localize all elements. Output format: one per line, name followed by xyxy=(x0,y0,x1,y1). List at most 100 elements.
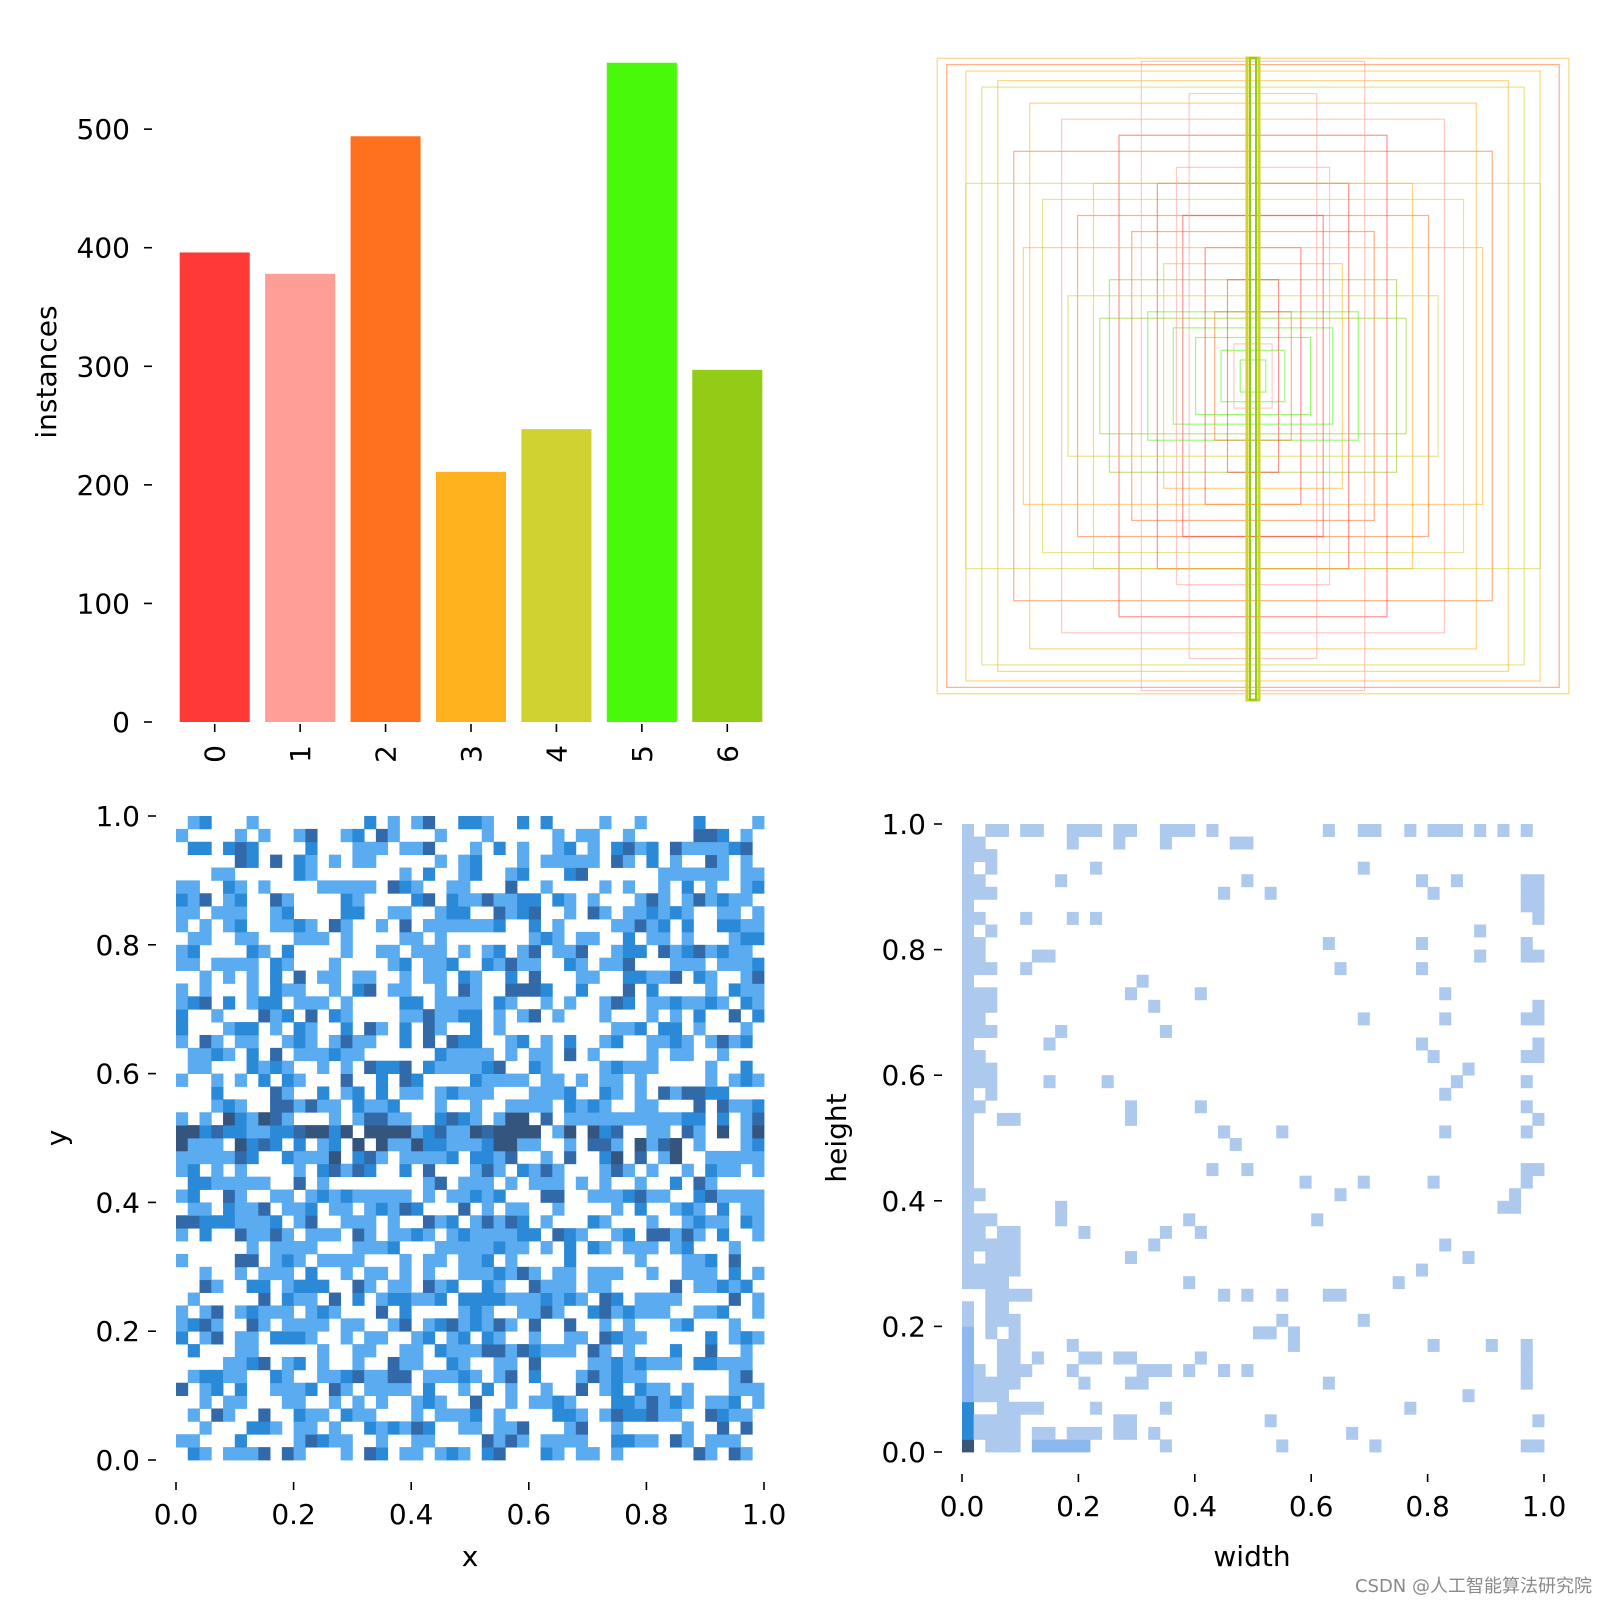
xy-heatmap-cell xyxy=(246,1060,259,1074)
xy-heatmap-cell xyxy=(646,1356,659,1371)
xy-heatmap-cell xyxy=(564,1395,577,1409)
xy-heatmap-cell xyxy=(517,906,530,920)
xy-heatmap-cell xyxy=(599,1318,612,1332)
xy-heatmap-cell xyxy=(293,996,306,1010)
xy-heatmap-cell xyxy=(752,957,765,971)
xy-heatmap-cell xyxy=(387,1202,400,1216)
xy-heatmap-cell xyxy=(187,893,200,907)
xy-heatmap-cell xyxy=(622,1369,636,1384)
wh-heatmap-cell xyxy=(962,1376,975,1390)
wh-heatmap-cell xyxy=(985,1276,998,1290)
xy-heatmap-cell xyxy=(493,1228,506,1242)
xy-heatmap-cell xyxy=(705,880,718,894)
xy-heatmap-cell xyxy=(681,893,694,907)
xy-heatmap-cell xyxy=(270,996,283,1010)
xy-heatmap-cell xyxy=(658,1125,671,1139)
xy-heatmap-cell xyxy=(481,1047,494,1062)
xy-heatmap-cell xyxy=(187,1150,200,1165)
xy-heatmap-cell xyxy=(528,1125,541,1139)
xy-heatmap-cell xyxy=(223,1176,236,1190)
wh-heatmap-cell xyxy=(1008,1338,1021,1352)
wh-heatmap-cell xyxy=(1206,824,1219,837)
wh-heatmap-cell xyxy=(962,1326,975,1340)
wh-heatmap-cell xyxy=(1229,1138,1242,1151)
xy-heatmap-cell xyxy=(434,1112,447,1126)
xy-heatmap-cell xyxy=(693,1176,706,1190)
xy-heatmap-cell xyxy=(552,1305,565,1319)
xy-heatmap-cell xyxy=(293,1331,306,1345)
wh-heatmap-cell xyxy=(1532,1439,1545,1453)
xy-heatmap-cell xyxy=(281,1228,294,1242)
xy-heatmap-cell xyxy=(540,1150,553,1165)
xy-heatmap-cell xyxy=(223,841,236,856)
xy-heatmap-cell xyxy=(705,828,718,843)
xy-heatmap-cell xyxy=(740,841,753,856)
box-outline xyxy=(1172,327,1334,425)
xy-heatmap-cell xyxy=(540,983,553,997)
xy-heatmap-cell xyxy=(446,893,459,907)
xy-heatmap-cell xyxy=(728,1408,741,1422)
xy-heatmap-cell xyxy=(211,1163,224,1178)
xy-heatmap-cell xyxy=(387,957,400,971)
wh-heatmap-cell xyxy=(1078,824,1091,837)
xy-heatmap-cell xyxy=(564,841,577,856)
wh-heatmap-cell xyxy=(973,962,986,976)
wh-heatmap-cell xyxy=(973,874,986,888)
xy-heatmap-cell xyxy=(375,828,389,843)
wh-heatmap-cell xyxy=(1520,874,1533,888)
wh-heatmap-cell xyxy=(962,1401,975,1415)
box-outline xyxy=(1245,56,1261,702)
wh-heatmap-cell xyxy=(962,1200,975,1214)
xy-heatmap-cell xyxy=(564,1292,577,1306)
xy-heatmap-cell xyxy=(364,1202,377,1216)
xy-heatmap-cell xyxy=(328,1034,342,1049)
xy-heatmap-cell xyxy=(705,1253,718,1268)
xy-heatmap-cell xyxy=(575,1447,588,1461)
xy-heatmap-cell xyxy=(552,1344,565,1358)
xy-heatmap-cell xyxy=(658,970,671,984)
xy-heatmap-cell xyxy=(458,1421,471,1435)
xy-heatmap-cell xyxy=(505,1099,518,1113)
xy-heatmap-cell xyxy=(446,919,459,933)
xy-heatmap-cell xyxy=(587,1241,600,1255)
xy-heatmap-cell xyxy=(552,1434,565,1448)
xy-heatmap-cell xyxy=(681,906,694,920)
xy-heatmap-cell xyxy=(305,1241,318,1255)
xy-heatmap-cell xyxy=(293,1253,306,1268)
xy-heatmap-cell xyxy=(752,1189,765,1203)
wh-heatmap-cell xyxy=(996,1351,1009,1365)
xy-heatmap-cell xyxy=(187,841,200,856)
xy-heatmap-cell xyxy=(176,1073,189,1087)
wh-heatmap-cell xyxy=(1159,1364,1172,1378)
xy-heatmap-cell xyxy=(211,1086,224,1100)
xy-heatmap-cell xyxy=(528,1228,541,1242)
xy-heatmap-cell xyxy=(528,919,541,933)
xy-heatmap-cell xyxy=(399,1369,412,1384)
xy-heatmap-cell xyxy=(493,944,506,959)
xy-heatmap-cell xyxy=(622,906,636,920)
xy-heatmap-cell xyxy=(305,1202,318,1216)
xy-heatmap-cell xyxy=(728,1434,741,1448)
wh-x-axis-label: width xyxy=(1213,1540,1290,1573)
xy-heatmap-cell xyxy=(234,1099,247,1113)
xy-heatmap-cell xyxy=(493,893,506,907)
xy-heatmap-cell xyxy=(422,1060,436,1074)
xy-heatmap-cell xyxy=(517,1073,530,1087)
xy-heatmap-cell xyxy=(658,1408,671,1422)
xy-heatmap-cell xyxy=(305,1305,318,1319)
xy-heatmap-cell xyxy=(270,1266,283,1281)
xy-heatmap-cell xyxy=(505,1292,518,1306)
xy-heatmap-cell xyxy=(293,970,306,984)
xy-heatmap-cell xyxy=(564,1344,577,1358)
xy-heatmap-cell xyxy=(352,1228,365,1242)
xy-heatmap-cell xyxy=(575,1434,588,1448)
wh-heatmap-cell xyxy=(1241,1364,1254,1378)
wh-heatmap-cell xyxy=(962,1238,975,1252)
wh-heatmap-cell xyxy=(1520,1364,1533,1378)
xy-heatmap-cell xyxy=(622,1434,636,1448)
wh-heatmap-cell xyxy=(962,1024,975,1038)
xy-heatmap-cell xyxy=(352,1395,365,1409)
xy-heatmap-cell xyxy=(317,1253,330,1268)
xy-heatmap-cell xyxy=(752,1266,765,1281)
xy-heatmap-cell xyxy=(399,1253,412,1268)
